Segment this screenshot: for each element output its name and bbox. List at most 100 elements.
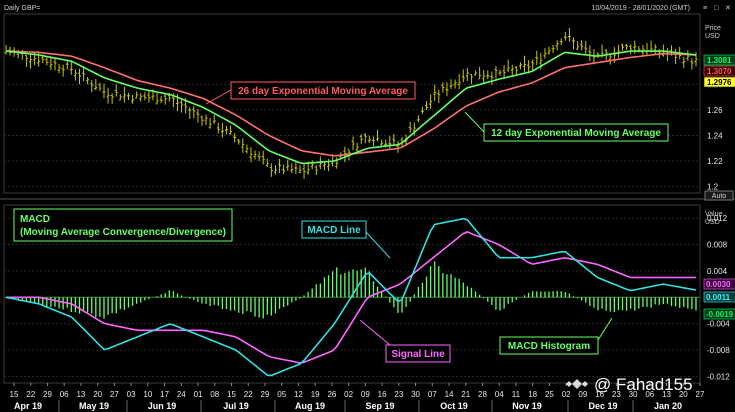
histogram-pointer bbox=[597, 317, 613, 341]
ema26-pointer bbox=[205, 89, 232, 105]
ema26-annotation-text: 26 day Exponential Moving Average bbox=[238, 86, 408, 97]
auto-button-frame bbox=[704, 190, 734, 201]
histogram-annotation-text: MACD Histogram bbox=[508, 341, 590, 352]
macd-histogram bbox=[9, 261, 697, 319]
macd-title-line2: (Moving Average Convergence/Divergence) bbox=[20, 227, 226, 238]
price-tick-label: 1.2 bbox=[707, 183, 719, 192]
macd-line-annotation-text: MACD Line bbox=[307, 225, 361, 236]
price-tick-label: 1.22 bbox=[707, 157, 723, 166]
x-day-label: 13 bbox=[662, 390, 671, 399]
x-month-label: Oct 19 bbox=[440, 401, 468, 411]
x-day-label: 13 bbox=[76, 390, 85, 399]
x-day-label: 30 bbox=[629, 390, 638, 399]
macd-line-annotation: MACD Line bbox=[301, 220, 391, 259]
x-day-label: 09 bbox=[578, 390, 587, 399]
menu-icon[interactable]: ≡ bbox=[703, 5, 707, 12]
x-day-label: 30 bbox=[411, 390, 420, 399]
x-day-label: 27 bbox=[696, 390, 705, 399]
macd-axis-unit: USD bbox=[705, 219, 720, 226]
macd-title-frame bbox=[13, 208, 233, 242]
x-day-label: 27 bbox=[110, 390, 119, 399]
price-badge-label: 1.3070 bbox=[707, 67, 732, 76]
x-day-label: 22 bbox=[244, 390, 253, 399]
x-day-label: 04 bbox=[495, 390, 504, 399]
macd-badge-label: -0.0019 bbox=[706, 310, 734, 319]
auto-scale-button[interactable]: Auto bbox=[704, 190, 734, 201]
x-day-label: 21 bbox=[461, 390, 470, 399]
x-day-label: 15 bbox=[227, 390, 236, 399]
x-day-label: 29 bbox=[43, 390, 52, 399]
x-day-label: 01 bbox=[194, 390, 203, 399]
macd-tick-label: -0.012 bbox=[707, 372, 730, 381]
x-day-label: 02 bbox=[562, 390, 571, 399]
x-day-label: 23 bbox=[394, 390, 403, 399]
watermark-text: @ Fahad155 bbox=[594, 375, 693, 394]
x-month-label: May 19 bbox=[79, 401, 109, 411]
x-day-label: 05 bbox=[277, 390, 286, 399]
x-day-label: 25 bbox=[545, 390, 554, 399]
macd-tick-label: 0.008 bbox=[707, 241, 728, 250]
signal-line-annotation-text: Signal Line bbox=[391, 349, 445, 360]
macd-title-box: MACD (Moving Average Convergence/Divergen… bbox=[13, 208, 233, 242]
macd-badge bbox=[703, 291, 735, 303]
histogram-annotation: MACD Histogram bbox=[499, 317, 613, 355]
x-month-label: Dec 19 bbox=[588, 401, 617, 411]
ema12-annotation-text: 12 day Exponential Moving Average bbox=[491, 128, 661, 139]
x-month-label: Jan 20 bbox=[654, 401, 682, 411]
date-range: 10/04/2019 - 28/01/2020 (GMT) bbox=[592, 5, 690, 12]
x-month-label: Sep 19 bbox=[365, 401, 394, 411]
price-badge bbox=[703, 54, 735, 66]
exchange-logo-icon bbox=[566, 379, 588, 389]
x-month-label: Nov 19 bbox=[512, 401, 542, 411]
x-day-label: 28 bbox=[478, 390, 487, 399]
price-tick-label: 1.26 bbox=[707, 106, 723, 115]
macd-line bbox=[5, 217, 697, 377]
x-day-label: 22 bbox=[26, 390, 35, 399]
price-badge-label: 1.3081 bbox=[707, 56, 732, 65]
price-bars bbox=[4, 27, 698, 179]
ema12-annotation: 12 day Exponential Moving Average bbox=[464, 111, 669, 142]
macd-tick-label: -0.008 bbox=[707, 346, 730, 355]
macd-tick-label: 0.012 bbox=[707, 214, 728, 223]
x-day-label: 10 bbox=[143, 390, 152, 399]
restore-icon[interactable]: □ bbox=[714, 5, 719, 12]
x-day-label: 16 bbox=[378, 390, 387, 399]
close-icon[interactable]: ✕ bbox=[725, 5, 731, 12]
x-day-label: 19 bbox=[311, 390, 320, 399]
x-day-label: 20 bbox=[93, 390, 102, 399]
x-day-label: 26 bbox=[327, 390, 336, 399]
x-day-label: 12 bbox=[294, 390, 303, 399]
price-badge-label: 1.2976 bbox=[707, 78, 732, 87]
x-day-label: 03 bbox=[127, 390, 136, 399]
signal-line bbox=[6, 231, 696, 364]
x-day-label: 09 bbox=[361, 390, 370, 399]
x-month-label: Apr 19 bbox=[14, 401, 42, 411]
macd-axis-title: Value bbox=[705, 211, 722, 218]
price-badge bbox=[703, 76, 735, 88]
ema12-line bbox=[5, 50, 697, 165]
x-day-label: 06 bbox=[60, 390, 69, 399]
x-month-label: Aug 19 bbox=[295, 401, 325, 411]
price-badge bbox=[703, 65, 735, 77]
watermark: @ Fahad155 bbox=[566, 375, 693, 394]
macd-badge-label: 0.0030 bbox=[706, 280, 731, 289]
x-day-label: 18 bbox=[528, 390, 537, 399]
x-day-label: 07 bbox=[428, 390, 437, 399]
ema12-annotation-box bbox=[483, 123, 669, 142]
x-day-label: 06 bbox=[645, 390, 654, 399]
x-day-label: 08 bbox=[210, 390, 219, 399]
x-day-label: 15 bbox=[10, 390, 19, 399]
macd-badge bbox=[703, 278, 735, 290]
macd-tick-label: -0.004 bbox=[707, 320, 730, 329]
x-day-label: 17 bbox=[160, 390, 169, 399]
auto-button-label: Auto bbox=[712, 193, 727, 200]
price-panel bbox=[3, 13, 701, 194]
macd-line-annotation-box bbox=[301, 220, 367, 239]
x-day-label: 11 bbox=[512, 390, 521, 399]
macd-tick-label: 0.004 bbox=[707, 267, 728, 276]
x-month-label: Jun 19 bbox=[148, 401, 177, 411]
x-day-label: 02 bbox=[344, 390, 353, 399]
ema26-annotation: 26 day Exponential Moving Average bbox=[205, 81, 416, 105]
